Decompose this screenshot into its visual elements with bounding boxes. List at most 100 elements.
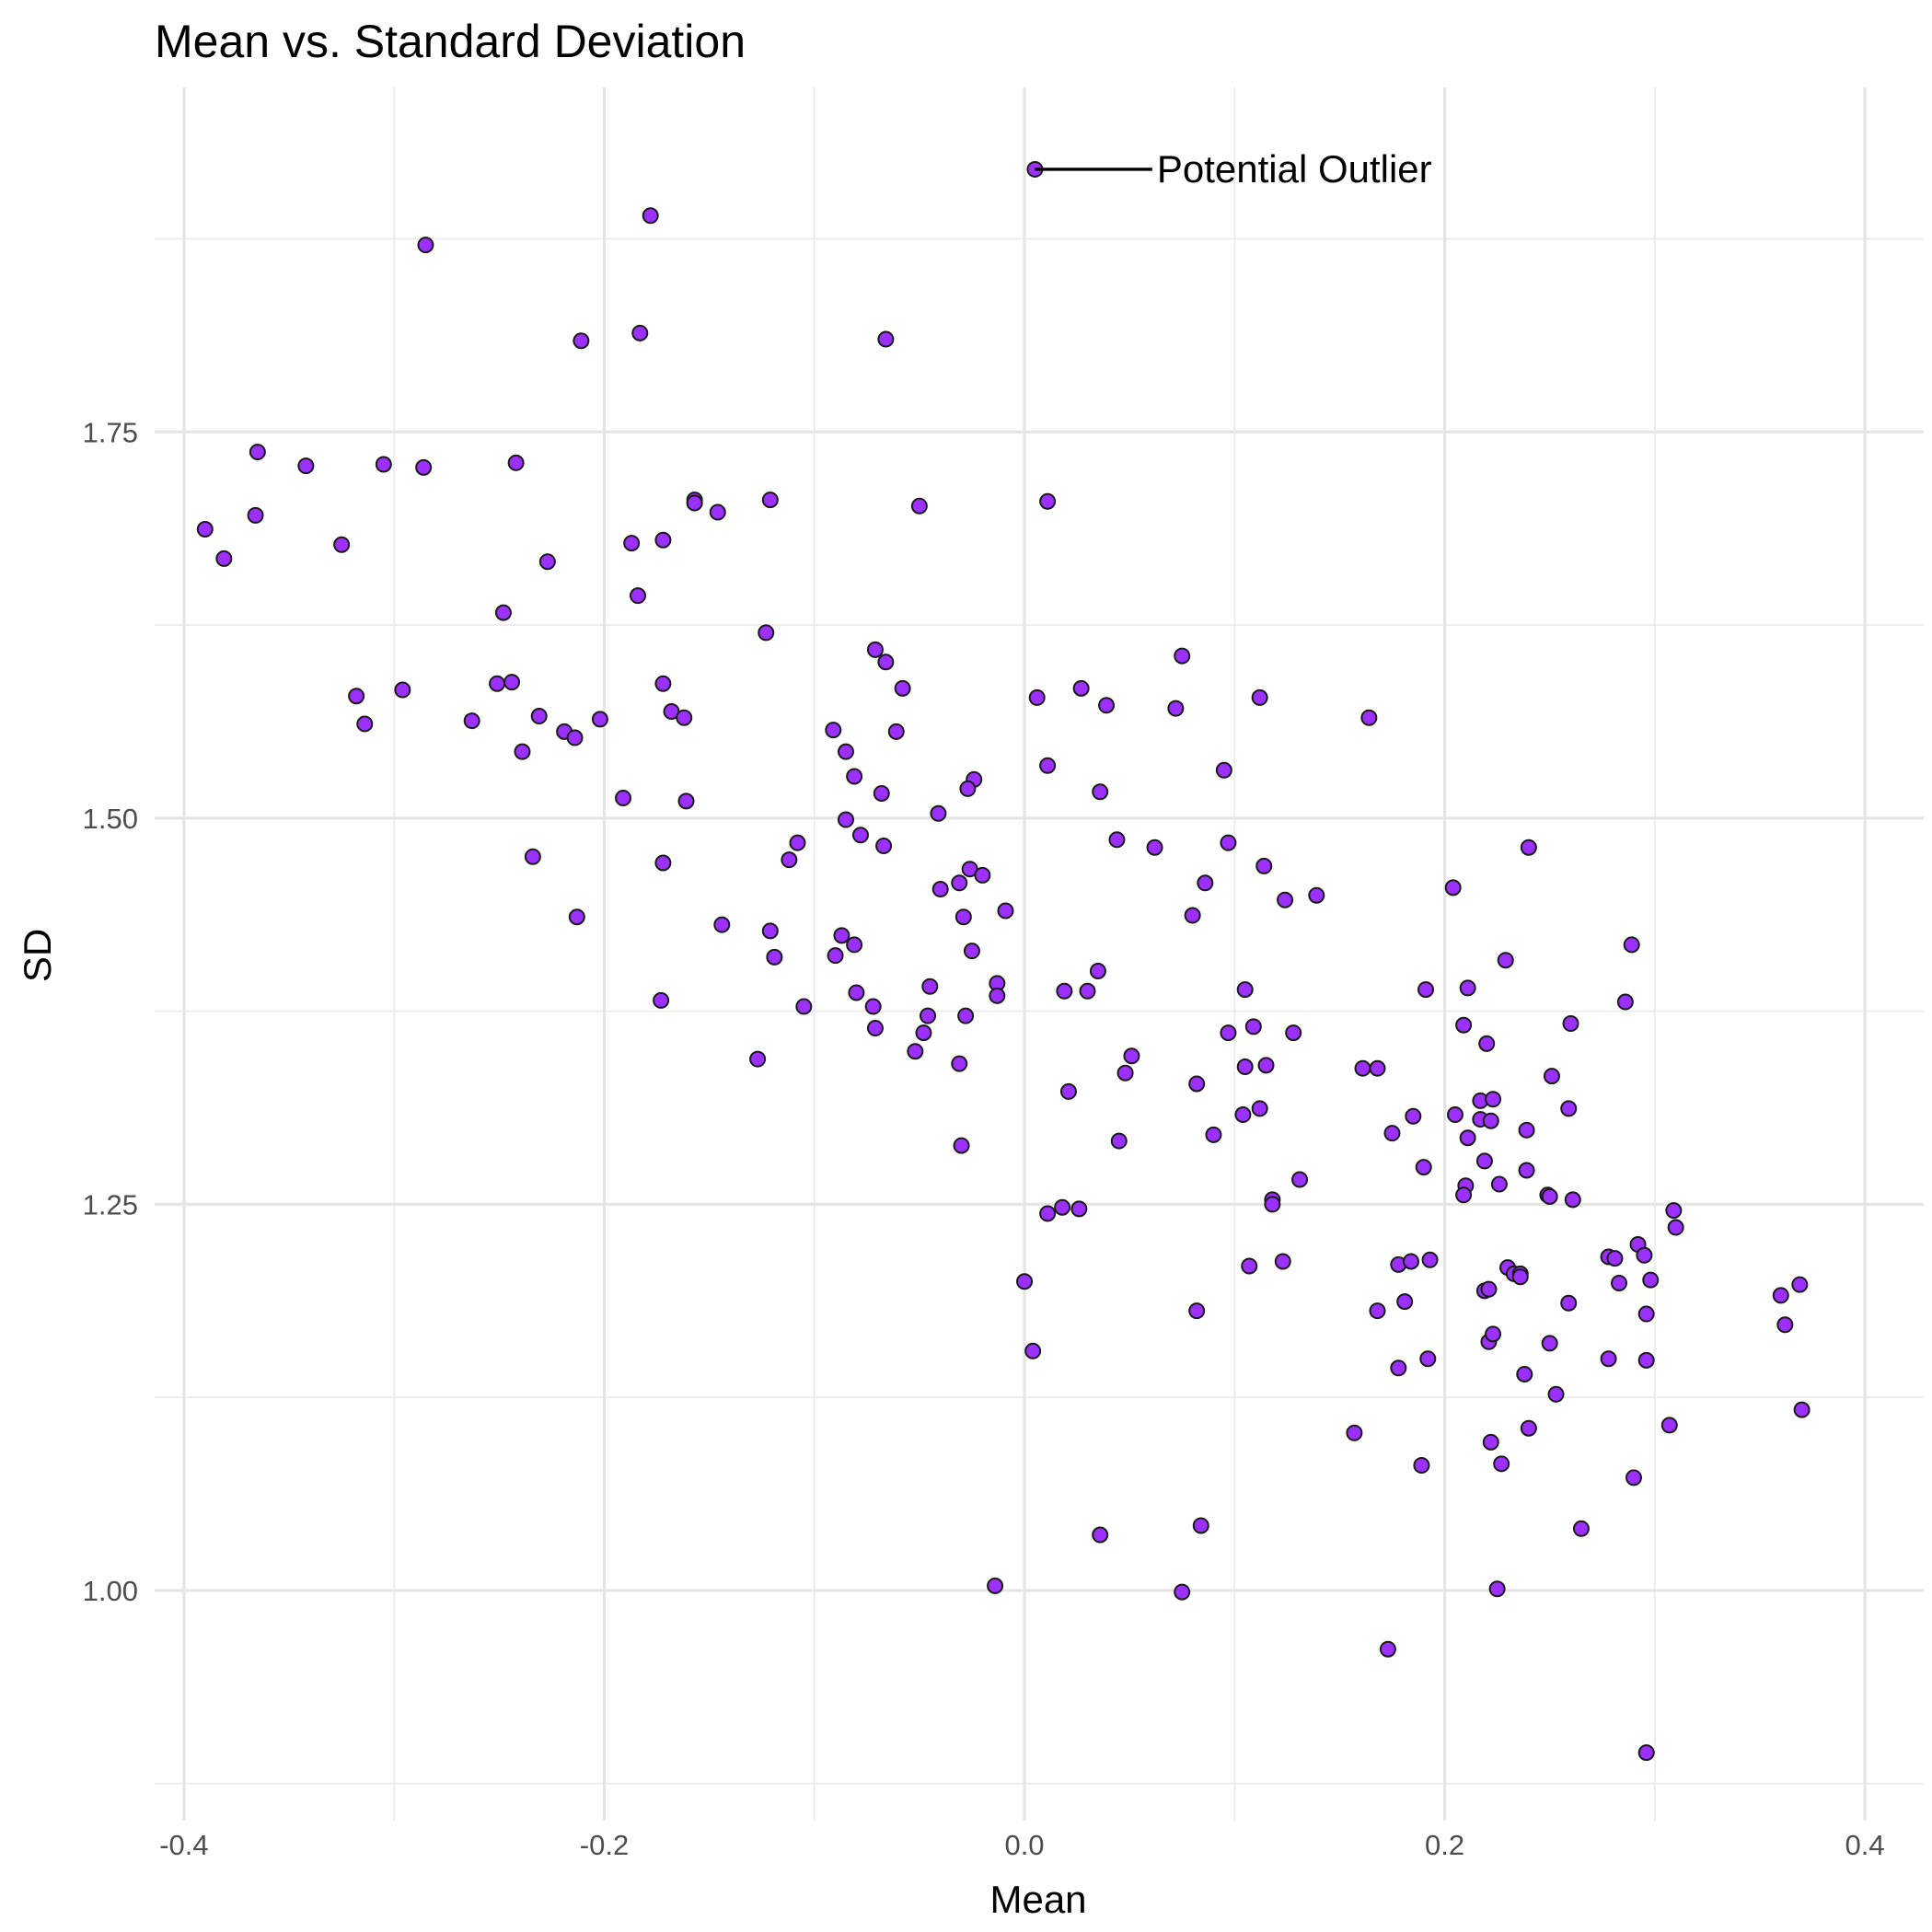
data-point (489, 675, 506, 692)
data-point (654, 675, 672, 692)
data-point (1291, 1171, 1309, 1188)
data-point (713, 916, 731, 933)
data-point (1793, 1401, 1811, 1418)
data-point (1485, 1091, 1502, 1108)
data-point (910, 497, 928, 515)
data-point (247, 506, 264, 524)
data-point (591, 711, 608, 728)
data-point (1625, 1469, 1642, 1487)
data-point (1562, 1015, 1579, 1033)
data-point (1616, 993, 1634, 1011)
data-point (951, 874, 968, 892)
y-axis-title: SD (16, 929, 59, 982)
data-point (1660, 1417, 1678, 1434)
data-point (1277, 891, 1294, 908)
data-point (1482, 1433, 1499, 1451)
data-point (951, 1055, 968, 1072)
data-point (931, 881, 949, 898)
data-point (1255, 857, 1273, 874)
data-point (1419, 1350, 1437, 1368)
data-point (894, 679, 911, 697)
data-point (1184, 907, 1201, 924)
data-point (1251, 1100, 1268, 1117)
data-point (1560, 1100, 1578, 1117)
data-point (348, 688, 365, 705)
data-point (1543, 1068, 1560, 1085)
annotation-label: Potential Outlier (1157, 147, 1432, 191)
data-point (1220, 834, 1237, 851)
data-point (921, 978, 939, 995)
data-point (848, 984, 865, 1001)
data-point (873, 784, 890, 802)
data-point (1215, 761, 1232, 779)
data-point (1146, 839, 1163, 856)
data-point (953, 1137, 970, 1154)
data-point (1482, 1112, 1499, 1129)
data-point (1285, 1024, 1302, 1042)
data-point (1039, 757, 1057, 774)
data-point (837, 743, 854, 760)
data-point (825, 722, 842, 739)
data-point (851, 827, 869, 844)
data-point (1197, 874, 1214, 892)
x-axis-ticks: -0.4 -0.2 0.0 0.2 0.4 (159, 1829, 1884, 1861)
data-point (974, 866, 991, 884)
data-point (1072, 679, 1090, 697)
data-point (1188, 1302, 1206, 1320)
data-point (1600, 1350, 1617, 1368)
data-point (630, 587, 647, 605)
data-point (1455, 1186, 1473, 1204)
data-point (1475, 1152, 1493, 1170)
data-point (1369, 1302, 1386, 1320)
data-point (749, 1050, 767, 1068)
data-point (1174, 647, 1191, 665)
data-point (766, 948, 783, 966)
data-point (677, 792, 695, 810)
data-point (1220, 1024, 1237, 1042)
data-point (1637, 1305, 1655, 1323)
data-point (1791, 1276, 1809, 1293)
data-point (654, 531, 672, 549)
data-point (1459, 1129, 1476, 1147)
data-point (1188, 1075, 1206, 1093)
data-point (653, 991, 670, 1009)
data-point (957, 1007, 975, 1024)
data-point (1024, 1342, 1042, 1359)
data-point (1417, 981, 1435, 999)
data-point (417, 237, 434, 254)
data-point (1541, 1187, 1558, 1205)
data-point (1642, 1271, 1660, 1289)
data-point (1028, 688, 1046, 706)
data-point (415, 458, 433, 476)
data-point (1516, 1365, 1533, 1382)
data-point (1444, 879, 1462, 897)
data-point (1369, 1059, 1386, 1077)
y-axis-ticks: 1.00 1.25 1.50 1.75 (83, 416, 138, 1607)
data-point (877, 330, 895, 348)
data-point (1480, 1280, 1498, 1298)
data-point (1039, 492, 1057, 510)
data-point (877, 654, 895, 671)
data-point (1308, 886, 1325, 904)
data-point (1520, 1419, 1537, 1437)
data-point (1251, 688, 1268, 706)
data-point (866, 641, 884, 658)
data-point (866, 1020, 884, 1037)
data-point (249, 444, 266, 461)
data-point (1257, 1057, 1275, 1074)
data-point (1039, 1205, 1057, 1222)
data-point (1092, 783, 1109, 801)
data-point (1236, 1059, 1254, 1076)
data-point (1541, 1335, 1558, 1352)
data-point (1390, 1359, 1407, 1377)
data-point (1192, 1517, 1209, 1534)
data-point (623, 535, 641, 552)
data-point (846, 936, 863, 954)
data-point (1520, 839, 1537, 856)
data-point (1236, 981, 1254, 999)
data-point (1772, 1287, 1789, 1304)
data-point (538, 553, 556, 571)
data-point (1016, 1273, 1034, 1290)
data-point (907, 1043, 924, 1060)
